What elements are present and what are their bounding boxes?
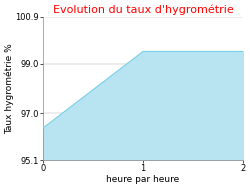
X-axis label: heure par heure: heure par heure (106, 175, 180, 184)
Title: Evolution du taux d'hygrométrie: Evolution du taux d'hygrométrie (53, 4, 234, 15)
Y-axis label: Taux hygrométrie %: Taux hygrométrie % (4, 43, 14, 134)
